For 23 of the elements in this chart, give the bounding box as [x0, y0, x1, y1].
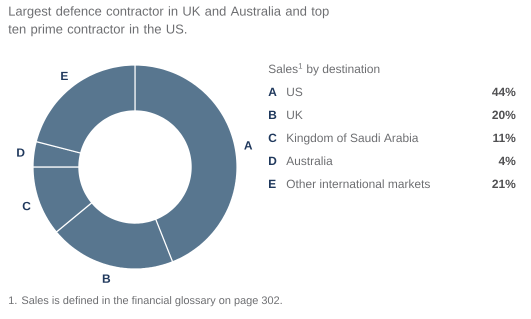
text: 21% — [492, 180, 516, 188]
text: 1. Sales is defined in the financial glossary on page 302. — [9, 296, 282, 306]
text: 11% — [493, 134, 516, 142]
category-label: B — [269, 110, 276, 119]
text: 4% — [498, 156, 516, 166]
slice-label: A — [268, 88, 277, 96]
text: Australia — [286, 156, 333, 166]
slice-label: A — [244, 141, 252, 150]
text: 44% — [492, 88, 516, 96]
text: 20% — [492, 110, 516, 120]
text: UK — [287, 110, 303, 120]
chart-title: Largest defence contractor in UK and Australia and top ten prime contractor in the US. — [8, 6, 329, 36]
category-label: D — [269, 156, 276, 165]
text: Kingdom of Saudi Arabia — [287, 133, 418, 144]
category-label: C — [268, 134, 277, 142]
slice-label: E — [61, 72, 68, 80]
slice-label: C — [22, 202, 31, 210]
text: US — [287, 88, 302, 96]
slice-label: D — [17, 148, 24, 157]
text: Sales$^{1}$ by destination — [268, 63, 380, 76]
slice-label: B — [102, 274, 110, 283]
category-label: E — [269, 180, 276, 188]
text: Other international markets — [286, 179, 430, 188]
